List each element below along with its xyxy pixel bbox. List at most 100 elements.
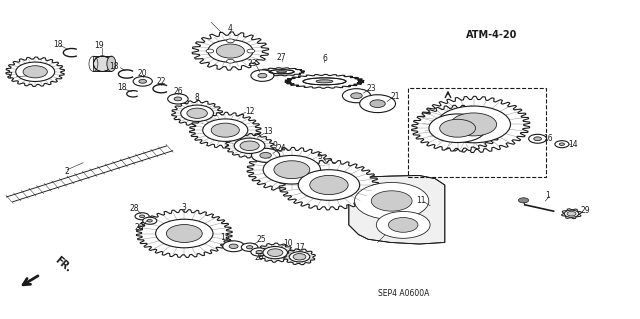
Circle shape <box>567 211 576 216</box>
Circle shape <box>436 106 511 143</box>
Circle shape <box>289 252 310 262</box>
Text: 13: 13 <box>262 127 273 136</box>
Circle shape <box>135 213 149 220</box>
Circle shape <box>133 77 152 86</box>
Circle shape <box>258 73 267 78</box>
Text: 4: 4 <box>228 24 233 33</box>
Circle shape <box>187 108 207 118</box>
Polygon shape <box>256 243 294 262</box>
Text: 18: 18 <box>109 62 118 71</box>
Polygon shape <box>136 210 232 257</box>
Text: 28: 28 <box>130 204 139 213</box>
Text: 9: 9 <box>273 141 278 150</box>
Circle shape <box>310 175 348 195</box>
Text: 25: 25 <box>256 235 266 244</box>
Circle shape <box>360 95 396 113</box>
Circle shape <box>240 141 259 151</box>
Circle shape <box>251 70 274 81</box>
Circle shape <box>229 244 238 249</box>
Circle shape <box>211 123 239 137</box>
Text: 18: 18 <box>117 83 126 92</box>
Circle shape <box>263 247 287 259</box>
Circle shape <box>139 79 147 83</box>
Circle shape <box>143 217 157 224</box>
Circle shape <box>234 138 265 153</box>
Circle shape <box>440 119 476 137</box>
Bar <box>408 88 546 177</box>
Circle shape <box>274 161 310 179</box>
Text: 24: 24 <box>276 144 287 153</box>
Text: 7: 7 <box>8 72 13 81</box>
Text: 14: 14 <box>568 140 578 149</box>
Circle shape <box>559 143 564 145</box>
Polygon shape <box>6 57 65 86</box>
Circle shape <box>376 211 430 238</box>
Circle shape <box>247 49 255 53</box>
Circle shape <box>429 114 486 143</box>
Text: 3: 3 <box>182 203 187 212</box>
Text: ATM-4-20: ATM-4-20 <box>466 30 517 40</box>
Text: 23: 23 <box>248 59 258 68</box>
Polygon shape <box>412 105 504 151</box>
Circle shape <box>355 182 429 219</box>
Circle shape <box>298 170 360 200</box>
Text: 22: 22 <box>157 77 166 86</box>
Polygon shape <box>189 112 261 148</box>
Circle shape <box>227 39 234 43</box>
Circle shape <box>534 137 541 141</box>
Polygon shape <box>417 96 530 152</box>
Text: 6: 6 <box>322 54 327 63</box>
Text: 27: 27 <box>276 53 287 62</box>
Text: 12: 12 <box>245 107 254 115</box>
Text: 1: 1 <box>545 191 550 200</box>
Circle shape <box>293 254 306 260</box>
Circle shape <box>342 89 371 103</box>
Circle shape <box>256 250 262 254</box>
Circle shape <box>529 134 547 143</box>
Circle shape <box>203 119 248 141</box>
Text: 18: 18 <box>53 40 62 48</box>
Circle shape <box>147 219 152 222</box>
Circle shape <box>156 219 213 248</box>
Text: 2: 2 <box>65 167 70 176</box>
Text: 8: 8 <box>195 93 200 102</box>
Polygon shape <box>172 100 223 126</box>
Text: 16: 16 <box>543 134 553 143</box>
Ellipse shape <box>93 56 111 71</box>
Polygon shape <box>93 56 111 71</box>
Circle shape <box>208 40 253 62</box>
Polygon shape <box>247 147 337 192</box>
Circle shape <box>166 225 202 242</box>
Polygon shape <box>285 74 364 88</box>
Circle shape <box>223 241 244 252</box>
Text: 20: 20 <box>138 69 148 78</box>
Text: SEP4 A0600A: SEP4 A0600A <box>378 289 429 298</box>
Text: 19: 19 <box>94 41 104 50</box>
Text: FR.: FR. <box>53 255 74 274</box>
Circle shape <box>518 198 529 203</box>
Circle shape <box>23 66 47 78</box>
Ellipse shape <box>107 56 116 71</box>
Circle shape <box>246 246 253 249</box>
Text: 25: 25 <box>254 253 264 262</box>
Circle shape <box>371 191 412 211</box>
Circle shape <box>370 100 385 108</box>
Circle shape <box>216 44 244 58</box>
Circle shape <box>174 97 182 101</box>
Circle shape <box>168 94 188 104</box>
Circle shape <box>180 105 214 122</box>
Circle shape <box>206 49 214 53</box>
Polygon shape <box>259 68 305 76</box>
Polygon shape <box>284 249 316 265</box>
Ellipse shape <box>316 80 333 83</box>
Text: 26: 26 <box>173 87 183 96</box>
Text: 15: 15 <box>220 233 230 242</box>
Circle shape <box>140 215 145 218</box>
Ellipse shape <box>276 71 287 73</box>
Polygon shape <box>192 32 269 70</box>
Circle shape <box>260 152 271 158</box>
Text: 11: 11 <box>417 196 426 205</box>
Circle shape <box>251 248 268 256</box>
Circle shape <box>252 148 280 162</box>
Text: 5: 5 <box>317 152 323 161</box>
